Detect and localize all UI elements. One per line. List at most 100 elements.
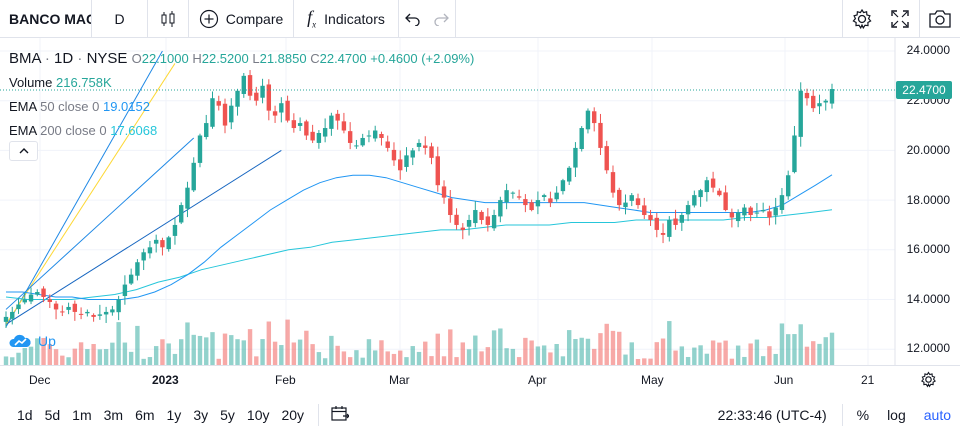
candle-body xyxy=(398,159,403,171)
settings-button[interactable] xyxy=(843,0,881,38)
interval-button[interactable]: D xyxy=(114,10,125,27)
candle-body xyxy=(141,252,146,261)
indicators-button[interactable]: fx Indicators xyxy=(294,0,398,38)
time-tick: Jun xyxy=(774,373,794,387)
range-1d[interactable]: 1d xyxy=(17,406,33,423)
volume-bar xyxy=(585,338,591,365)
candle-body xyxy=(185,187,190,209)
ema50-line xyxy=(6,174,833,300)
volume-bar xyxy=(491,330,497,365)
candle-body xyxy=(341,121,347,131)
goto-date-button[interactable] xyxy=(331,405,350,424)
log-scale-toggle[interactable]: log xyxy=(887,406,906,423)
bottom-toolbar: 1d 5d 1m 3m 6m 1y 3y 5y 10y 20y 22:33:46… xyxy=(0,396,960,433)
candle-body xyxy=(266,84,272,111)
candle-body xyxy=(322,128,328,137)
range-6m[interactable]: 6m xyxy=(135,406,155,423)
camera-icon xyxy=(929,10,951,28)
candle-body xyxy=(366,135,372,137)
legend-separator: · xyxy=(44,50,50,67)
volume-bar xyxy=(60,355,65,365)
range-3m[interactable]: 3m xyxy=(103,406,124,423)
candle-body xyxy=(222,103,228,126)
axis-settings-button[interactable] xyxy=(920,371,937,393)
candles-style-button[interactable] xyxy=(148,0,188,38)
fullscreen-button[interactable] xyxy=(881,0,919,38)
candle-body xyxy=(103,311,109,315)
candle-body xyxy=(254,92,259,101)
watermark-text: Up xyxy=(38,333,56,349)
auto-scale-toggle[interactable]: auto xyxy=(923,406,951,423)
time-tick: Feb xyxy=(275,373,296,387)
volume-bar xyxy=(279,345,284,365)
candle-body xyxy=(191,162,196,191)
compare-button[interactable]: Compare xyxy=(189,0,293,38)
ema50-label: EMA xyxy=(9,99,37,114)
candle-body xyxy=(704,180,710,193)
ema200-row[interactable]: EMA 200 close 0 17.6068 xyxy=(9,119,474,143)
range-5d[interactable]: 5d xyxy=(44,406,61,423)
range-5y[interactable]: 5y xyxy=(220,406,235,423)
chart-grid xyxy=(0,38,960,366)
toolbar-divider xyxy=(842,0,843,38)
volume-bar xyxy=(41,337,46,365)
volume-bar xyxy=(172,353,178,365)
percent-scale-toggle[interactable]: % xyxy=(856,406,870,423)
volume-bar xyxy=(28,346,34,365)
add-circle-icon xyxy=(199,9,218,28)
indicators-label: Indicators xyxy=(324,10,385,27)
change-value: +0.4600 (+2.09%) xyxy=(370,51,475,66)
candle-body xyxy=(710,178,716,188)
low-label: L xyxy=(252,51,260,66)
volume-bar xyxy=(160,339,165,365)
redo-button[interactable] xyxy=(427,0,455,38)
candle-body xyxy=(204,123,209,138)
ema50-row[interactable]: EMA 50 close 0 19.0152 xyxy=(9,95,474,119)
candle-body xyxy=(172,224,178,236)
price-chart[interactable] xyxy=(0,38,960,366)
range-1y[interactable]: 1y xyxy=(166,406,182,423)
clock[interactable]: 22:33:46 (UTC-4) xyxy=(717,406,827,423)
volume-bar xyxy=(648,358,653,365)
ema200-path xyxy=(5,209,833,300)
volume-bar xyxy=(473,335,478,365)
candle-body xyxy=(210,98,215,127)
snapshot-button[interactable] xyxy=(920,0,960,38)
range-10y[interactable]: 10y xyxy=(246,406,270,423)
candle-body xyxy=(692,195,697,206)
volume-bar xyxy=(635,358,641,365)
candle-body xyxy=(654,217,659,230)
time-axis[interactable]: Dec 2023 Feb Mar Apr May Jun 21 xyxy=(0,366,960,394)
volume-bar xyxy=(304,330,309,365)
legend-collapse-button[interactable] xyxy=(9,141,38,161)
volume-bar xyxy=(166,343,171,365)
candle-body xyxy=(297,123,303,126)
candle-body xyxy=(310,131,315,141)
volume-bar xyxy=(598,333,603,365)
candle-body xyxy=(435,156,440,186)
candle-body xyxy=(473,210,478,224)
ema200-line xyxy=(5,209,833,300)
open-value: 22.1000 xyxy=(141,51,189,66)
candle-body xyxy=(598,122,603,148)
undo-button[interactable] xyxy=(399,0,427,38)
candle-body xyxy=(279,103,284,113)
candle-body xyxy=(729,212,735,218)
time-tick: Mar xyxy=(389,373,410,387)
volume-bar xyxy=(254,356,259,365)
candle-body xyxy=(41,288,46,298)
candle-body xyxy=(241,75,246,94)
candle-body xyxy=(811,95,816,109)
candle-body xyxy=(448,198,453,216)
symbol-search[interactable]: BANCO MAC xyxy=(0,0,92,38)
candle-body xyxy=(354,145,359,147)
volume-bar xyxy=(97,349,103,365)
volume-bar xyxy=(667,321,672,365)
range-20y[interactable]: 20y xyxy=(281,406,305,423)
cloud-icon xyxy=(9,334,31,347)
volume-bar xyxy=(566,330,572,365)
time-tick: Dec xyxy=(29,373,51,387)
range-1m[interactable]: 1m xyxy=(72,406,92,423)
range-3y[interactable]: 3y xyxy=(193,406,209,423)
volume-bar xyxy=(817,343,822,365)
